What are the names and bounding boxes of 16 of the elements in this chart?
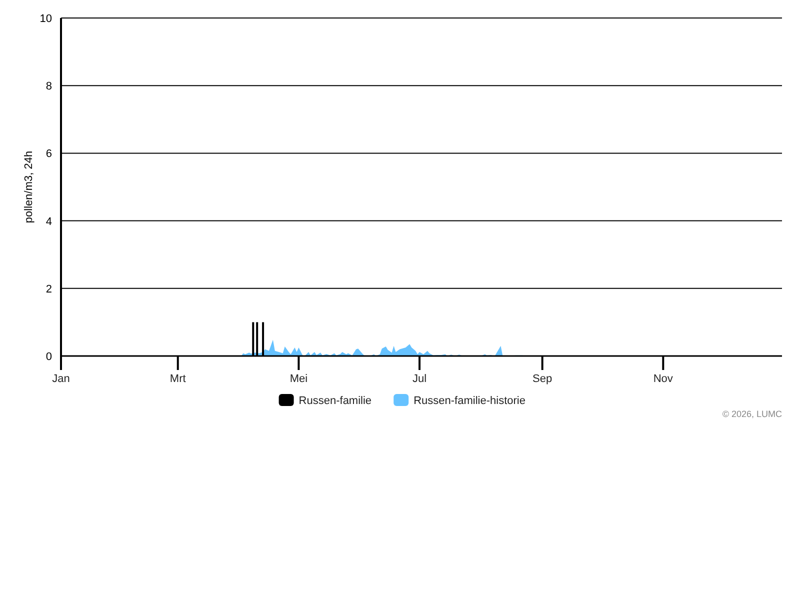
text: © 2026, LUMC — [722, 409, 782, 419]
legend-label: Russen-familie — [298, 395, 372, 407]
y-tick-label: 0 — [46, 351, 52, 363]
y-axis-title: pollen/m3, 24h — [23, 150, 35, 224]
x-tick-label: Nov — [653, 373, 674, 385]
y-tick-label: 4 — [46, 216, 52, 228]
x-tick-label: Jul — [412, 373, 427, 385]
x-tick-label: Mrt — [170, 373, 186, 385]
y-tick-label: 6 — [46, 148, 52, 160]
y-tick-label: 8 — [46, 80, 52, 93]
y-tick-label: 2 — [46, 283, 52, 296]
x-tick-label: Jan — [52, 373, 70, 385]
x-tick-label: Mei — [290, 373, 308, 385]
x-tick-label: Sep — [532, 373, 552, 385]
y-tick-label: 10 — [40, 13, 52, 25]
legend-label: Russen-familie-historie — [414, 395, 526, 407]
